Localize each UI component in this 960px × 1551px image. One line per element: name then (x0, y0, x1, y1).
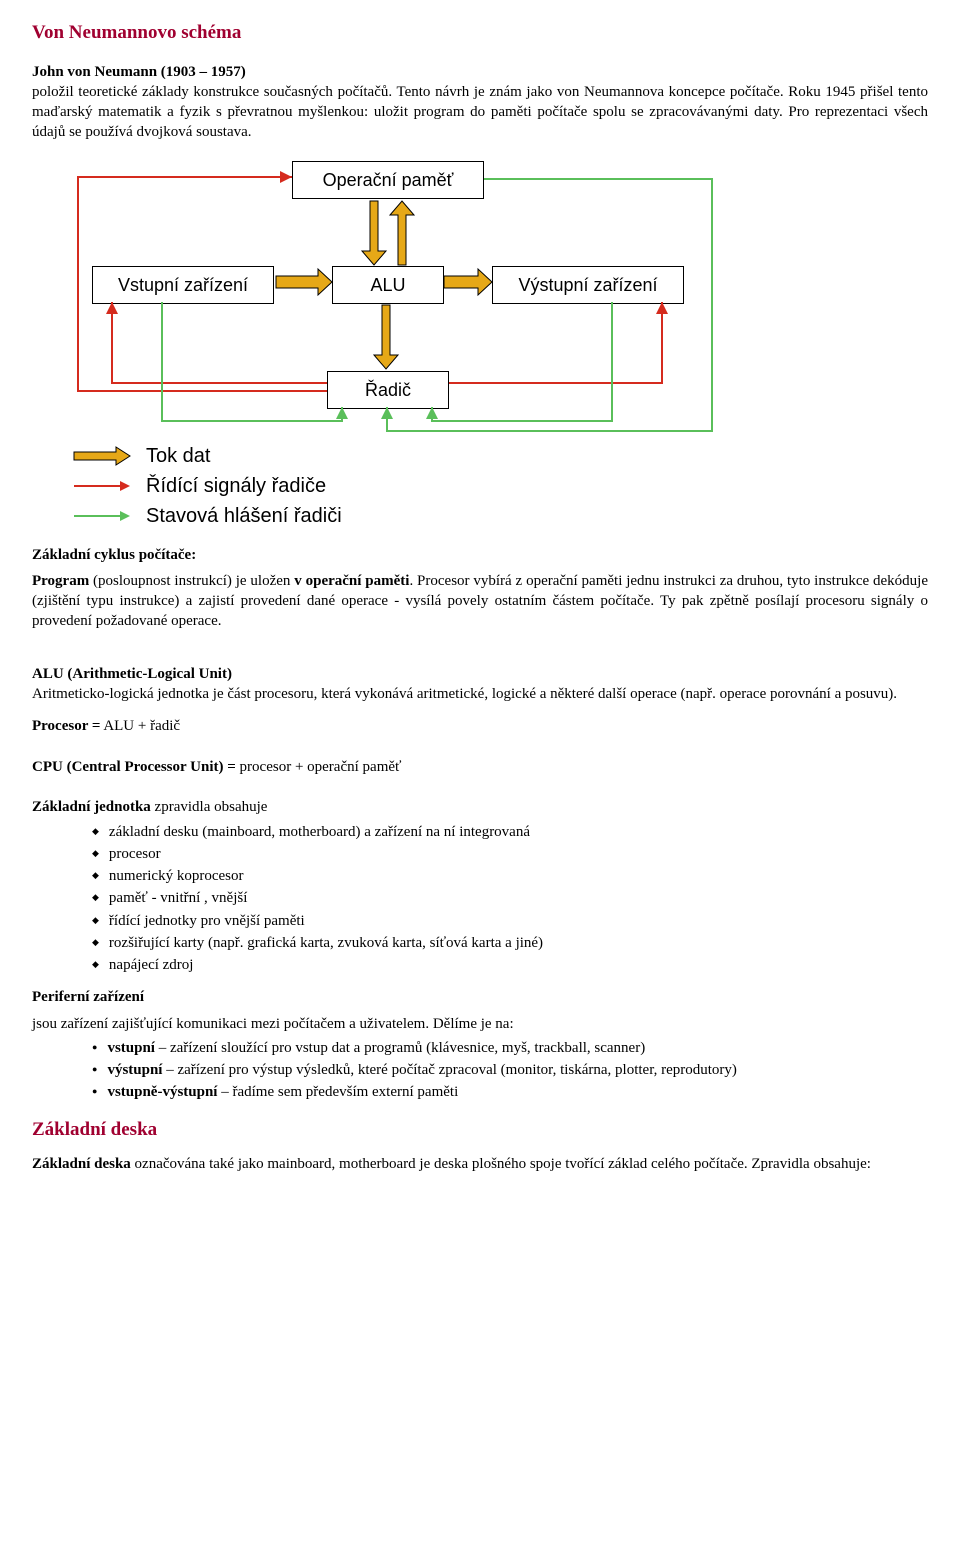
zakljed-heading: Základní jednotka (32, 799, 151, 815)
page-title: Von Neumannovo schéma (32, 20, 928, 46)
cycle-para: Program (posloupnost instrukcí) je ulože… (32, 571, 928, 632)
procesor-label: Procesor = (32, 718, 100, 734)
list-item: výstupní – zařízení pro výstup výsledků,… (92, 1060, 928, 1080)
von-neumann-diagram: Operační paměť Vstupní zařízení ALU Výst… (52, 161, 928, 531)
list-item: řídící jednotky pro vnější paměti (92, 911, 928, 931)
perif-lead: jsou zařízení zajišťující komunikaci mez… (32, 1014, 928, 1034)
alu-heading-text: ALU (Arithmetic-Logical Unit) (32, 666, 232, 682)
list-item: vstupně-výstupní – řadíme sem především … (92, 1082, 928, 1102)
cpu-label: CPU (Central Processor Unit) = (32, 759, 236, 775)
cycle-t1: (posloupnost instrukcí) je uložen (89, 573, 294, 589)
neumann-name: John von Neumann (1903 – 1957) (32, 64, 246, 80)
zakljed-line: Základní jednotka zpravidla obsahuje (32, 797, 928, 817)
cycle-b2: v operační paměti (294, 573, 409, 589)
intro-para: John von Neumann (1903 – 1957) položil t… (32, 62, 928, 143)
intro-text-a: položil teoretické základy konstrukce so… (32, 84, 584, 100)
alu-para: Aritmeticko-logická jednotka je část pro… (32, 684, 928, 704)
procesor-value: ALU + řadič (100, 718, 180, 734)
heading-alu: ALU (Arithmetic-Logical Unit) (32, 664, 928, 684)
list-item: rozšiřující karty (např. grafická karta,… (92, 933, 928, 953)
heading-perif: Periferní zařízení (32, 987, 928, 1007)
list-item: paměť - vnitřní , vnější (92, 888, 928, 908)
zakljed-list: základní desku (mainboard, motherboard) … (32, 822, 928, 976)
zakldeska-b: Základní deska (32, 1156, 131, 1172)
legend-tok: Tok dat (146, 441, 210, 471)
zakljed-tail: zpravidla obsahuje (151, 799, 268, 815)
zakldeska-para: Základní deska označována také jako main… (32, 1154, 928, 1174)
heading-zakldeska: Základní deska (32, 1117, 928, 1143)
cycle-b1: Program (32, 573, 89, 589)
list-item: procesor (92, 844, 928, 864)
cpu-value: procesor + operační paměť (236, 759, 402, 775)
perif-list: vstupní – zařízení sloužící pro vstup da… (32, 1038, 928, 1103)
data-arrows (52, 161, 752, 441)
cpu-line: CPU (Central Processor Unit) = procesor … (32, 757, 928, 777)
zakldeska-t: označována také jako mainboard, motherbo… (131, 1156, 871, 1172)
legend-stav: Stavová hlášení řadiči (146, 501, 342, 531)
intro-text-b: Neumannova koncepce počítače. (584, 84, 788, 100)
procesor-line: Procesor = ALU + řadič (32, 716, 928, 736)
diagram-legend: Tok dat Řídící signály řadiče Stavová hl… (72, 441, 928, 531)
list-item: vstupní – zařízení sloužící pro vstup da… (92, 1038, 928, 1058)
list-item: numerický koprocesor (92, 866, 928, 886)
list-item: základní desku (mainboard, motherboard) … (92, 822, 928, 842)
list-item: napájecí zdroj (92, 955, 928, 975)
heading-cycle: Základní cyklus počítače: (32, 545, 928, 565)
legend-ridici: Řídící signály řadiče (146, 471, 326, 501)
